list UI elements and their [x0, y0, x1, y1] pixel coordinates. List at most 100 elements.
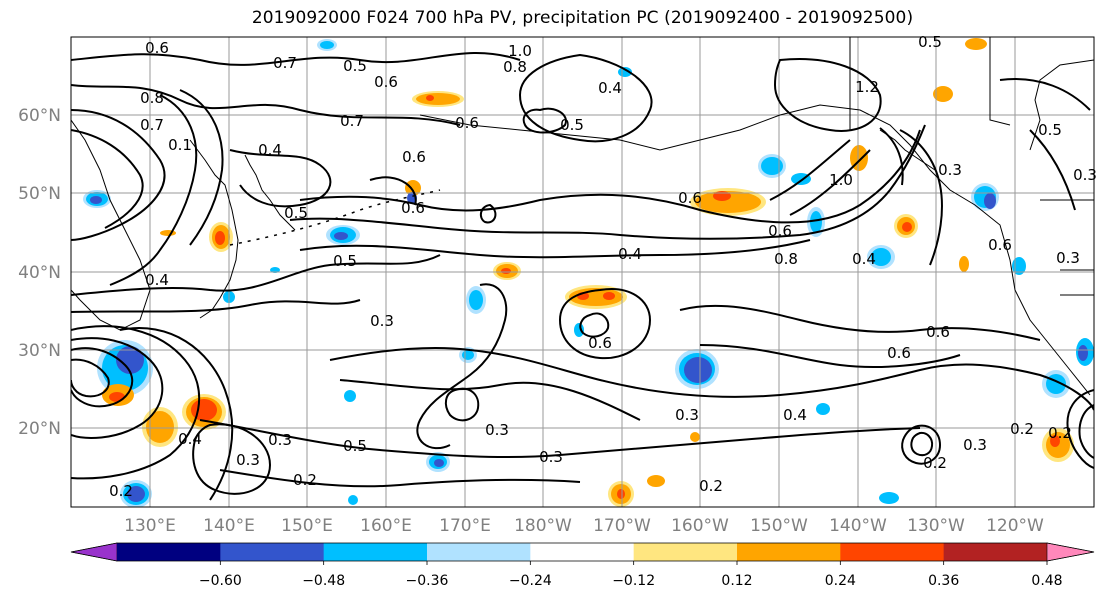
contour-label: 0.5 [560, 116, 584, 134]
contour-label: 0.7 [273, 54, 297, 72]
colorbar [70, 542, 1095, 562]
colorbar-segment [427, 543, 531, 561]
longitude-label: 160°W [671, 516, 729, 536]
contour-labels: 0.60.7 0.51.00.80.60.80.70.40.50.60.70.4 0… [109, 33, 1097, 500]
pv-contour-line [299, 129, 921, 224]
precip-cell [348, 495, 358, 505]
longitude-label: 140°E [203, 516, 255, 536]
pv-contour-line [71, 84, 461, 126]
pv-contour-line [416, 283, 508, 450]
colorbar-extend-min [70, 542, 118, 562]
contour-label: 0.2 [1048, 424, 1072, 442]
pv-contour-line [479, 203, 497, 224]
pv-contour-line [71, 347, 134, 408]
longitude-label: 160°E [360, 516, 412, 536]
contour-label: 0.3 [675, 406, 699, 424]
pv-contour-line [71, 299, 361, 313]
pv-contour-line [999, 78, 1091, 111]
precip-cell [109, 392, 125, 402]
contour-label: 0.3 [268, 431, 292, 449]
pv-contour-line [901, 424, 942, 465]
precip-cell [426, 95, 434, 101]
precip-cell [933, 86, 953, 102]
contour-label: 0.6 [988, 236, 1012, 254]
precip-cell [191, 399, 217, 421]
longitude-label: 130°E [124, 516, 176, 536]
pv-contour-line [699, 344, 961, 368]
precip-cell [416, 93, 460, 105]
contour-label: 0.2 [699, 477, 723, 495]
pv-contour-line [199, 419, 921, 459]
contour-label: 0.8 [774, 250, 798, 268]
contour-label: 0.4 [145, 271, 169, 289]
contour-label: 0.7 [340, 112, 364, 130]
pv-contour-line [71, 109, 166, 241]
pv-contour-line [329, 347, 1094, 411]
contour-label: 0.3 [485, 421, 509, 439]
contour-label: 0.2 [923, 454, 947, 472]
pv-contour-line [899, 129, 943, 266]
contour-label: 0.7 [140, 116, 164, 134]
precip-cell [1078, 345, 1088, 361]
colorbar-tick-label: −0.48 [302, 573, 345, 589]
contour-label: 0.8 [503, 58, 527, 76]
colorbar-segment [737, 543, 841, 561]
contour-label: 0.4 [178, 430, 202, 448]
colorbar-tick-label: −0.24 [509, 573, 552, 589]
contour-label: 0.6 [588, 334, 612, 352]
colorbar-segment [117, 543, 221, 561]
latitude-label: 60°N [18, 106, 61, 126]
border-line [989, 37, 1011, 126]
longitude-label: 140°W [829, 516, 887, 536]
map-content [71, 37, 1094, 507]
pv-contour-line [71, 52, 521, 66]
coastlines [71, 37, 1094, 396]
colorbar-tick-label: 0.36 [928, 573, 959, 589]
contour-label: 0.6 [401, 199, 425, 217]
precip-cell [127, 486, 145, 502]
pv-contour-line [71, 129, 144, 229]
contour-label: 0.6 [678, 189, 702, 207]
latitude-label: 50°N [18, 184, 61, 204]
longitude-labels: 130°E 140°E 150°E 160°E 170°E 180°W 170°W 160°W… [124, 516, 1044, 536]
contour-label: 0.2 [1010, 420, 1034, 438]
pv-contour-line [369, 176, 417, 206]
pv-contour-line [289, 124, 926, 240]
latitude-label: 20°N [18, 419, 61, 439]
pv-contour-line [339, 379, 641, 421]
contour-label: 0.5 [333, 252, 357, 270]
precipitation-shading [83, 38, 1094, 507]
contour-label: 0.6 [455, 114, 479, 132]
precip-cell [684, 357, 712, 383]
pv-contour-line [119, 327, 234, 501]
coastline-alaska-na [419, 104, 1091, 396]
map-title: 2019092000 F024 700 hPa PV, precipitatio… [251, 8, 914, 28]
precip-cell [959, 256, 969, 272]
precip-cell [761, 157, 783, 175]
colorbar-tick-label: 0.48 [1031, 573, 1062, 589]
precip-cell [879, 492, 899, 504]
longitude-label: 150°W [750, 516, 808, 536]
longitude-label: 150°E [281, 516, 333, 536]
precip-cell [501, 268, 511, 274]
coastline-hudson [1029, 59, 1094, 151]
pv-contour-line [558, 288, 652, 360]
colorbar-segment [633, 543, 738, 561]
contour-label: 1.2 [855, 78, 879, 96]
precip-cell [816, 403, 830, 415]
contour-label: 0.5 [1038, 121, 1062, 139]
latitude-label: 30°N [18, 341, 61, 361]
contour-label: 0.5 [284, 204, 308, 222]
latitude-label: 40°N [18, 263, 61, 283]
contour-label: 0.3 [938, 161, 962, 179]
contour-label: 0.6 [926, 323, 950, 341]
colorbar-tick-label: −0.60 [199, 573, 242, 589]
longitude-label: 170°W [593, 516, 651, 536]
coastline-kurils [244, 154, 296, 231]
pv-contour-line [522, 107, 567, 134]
contour-label: 0.3 [539, 448, 563, 466]
precip-cell [902, 222, 912, 232]
contour-label: 0.6 [887, 344, 911, 362]
precip-cell [984, 193, 996, 209]
contour-label: 0.3 [370, 312, 394, 330]
